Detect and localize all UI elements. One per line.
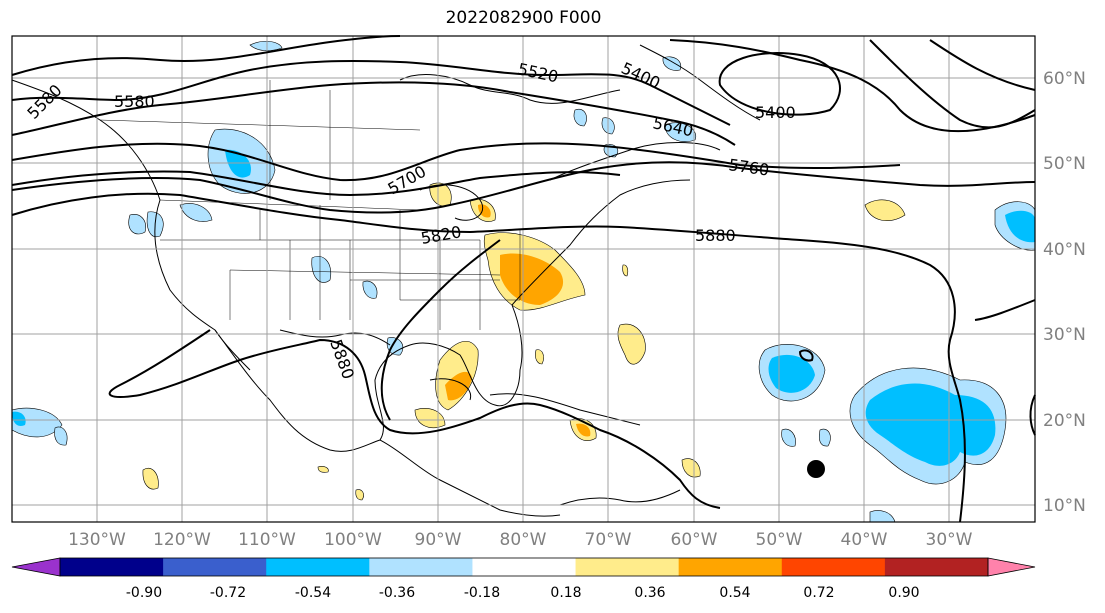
contour-label-5880-a: 5880 <box>695 226 736 245</box>
coastlines <box>11 44 761 517</box>
lat-label: 60°N <box>1043 69 1086 89</box>
lat-label: 30°N <box>1043 325 1086 345</box>
colorbar-segment <box>163 558 267 576</box>
lon-label: 120°W <box>153 530 211 550</box>
lon-label: 60°W <box>671 530 718 550</box>
map-title: 2022082900 F000 <box>445 8 602 28</box>
lat-label: 10°N <box>1043 496 1086 516</box>
colorbar-segment <box>575 558 680 576</box>
colorbar-tick-label: 0.54 <box>719 585 750 601</box>
lon-label: 50°W <box>756 530 803 550</box>
colorbar-segment <box>678 558 783 576</box>
colorbar-ticks: -0.90 -0.72 -0.54 -0.36 -0.18 0.18 0.36 … <box>126 585 920 601</box>
colorbar-tick-label: -0.72 <box>210 585 246 601</box>
lon-label: 40°W <box>841 530 888 550</box>
colorbar-frame <box>59 557 989 577</box>
longitude-labels: 130°W 120°W 110°W 100°W 90°W 80°W 70°W 6… <box>68 530 973 550</box>
storm-marker <box>807 460 825 478</box>
colorbar-extend-high <box>987 557 1036 577</box>
colorbar-tick-label: -0.36 <box>379 585 415 601</box>
colorbar <box>11 557 1036 577</box>
negative-anomaly-shading <box>11 40 1036 523</box>
colorbar-tick-label: 0.72 <box>803 585 834 601</box>
lon-label: 30°W <box>926 530 973 550</box>
lon-label: 80°W <box>500 530 547 550</box>
colorbar-segment <box>472 558 577 576</box>
colorbar-tick-label: -0.18 <box>464 585 500 601</box>
lon-label: 90°W <box>415 530 462 550</box>
contour-label-5580: 5580 <box>114 92 155 111</box>
colorbar-tick-label: -0.54 <box>295 585 331 601</box>
contour-label-5400-b: 5400 <box>755 103 796 122</box>
lon-label: 130°W <box>68 530 126 550</box>
colorbar-tick-label: 0.90 <box>888 585 919 601</box>
colorbar-extend-low <box>11 557 61 577</box>
lat-label: 50°N <box>1043 154 1086 174</box>
colorbar-tick-label: 0.18 <box>550 585 581 601</box>
height-contours <box>11 35 1036 523</box>
map-frame <box>11 35 1036 523</box>
colorbar-segment <box>884 558 989 576</box>
colorbar-segment <box>369 558 473 576</box>
colorbar-segment <box>266 558 370 576</box>
colorbar-tick-label: -0.90 <box>126 585 162 601</box>
latitude-labels: 60°N 50°N 40°N 30°N 20°N 10°N <box>1043 69 1086 516</box>
colorbar-tick-label: 0.36 <box>634 585 665 601</box>
lon-label: 110°W <box>238 530 296 550</box>
lat-label: 40°N <box>1043 240 1086 260</box>
colorbar-segment <box>60 558 164 576</box>
state-borders <box>99 80 521 330</box>
graticule <box>12 36 1035 522</box>
colorbar-segment <box>781 558 886 576</box>
map-area: 5580 5520 5400 5400 5640 5760 5700 5820 … <box>11 35 1036 523</box>
lon-label: 100°W <box>324 530 382 550</box>
lat-label: 20°N <box>1043 411 1086 431</box>
lon-label: 70°W <box>585 530 632 550</box>
